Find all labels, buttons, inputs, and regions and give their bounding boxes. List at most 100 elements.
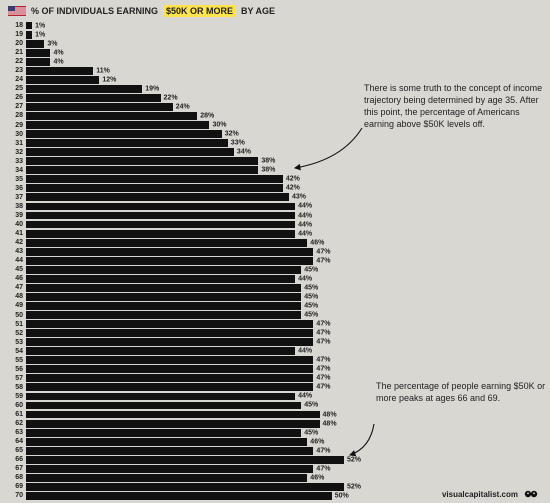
bar-row: 6446% xyxy=(8,437,348,446)
bar-track: 50% xyxy=(26,491,348,500)
age-label: 33 xyxy=(8,158,26,165)
bar-fill xyxy=(26,275,295,283)
bar-track: 1% xyxy=(26,21,348,30)
bar-row: 7050% xyxy=(8,491,348,500)
age-label: 48 xyxy=(8,293,26,300)
bar-row: 36 42% xyxy=(8,184,348,193)
bar-value-label: 28% xyxy=(200,112,214,119)
age-label: 30 xyxy=(8,131,26,138)
bar-row: 6747% xyxy=(8,464,348,473)
bar-value-label: 45% xyxy=(304,284,318,291)
bar-row: 6148% xyxy=(8,410,348,419)
age-label: 39 xyxy=(8,212,26,219)
age-label: 54 xyxy=(8,348,26,355)
bar-row: 4447% xyxy=(8,256,348,265)
age-label: 26 xyxy=(8,94,26,101)
bar-track: 47% xyxy=(26,356,348,365)
bar-value-label: 45% xyxy=(304,266,318,273)
bar-value-label: 32% xyxy=(225,131,239,138)
bar-track: 44% xyxy=(26,347,348,356)
bar-fill xyxy=(26,320,313,328)
bar-value-label: 50% xyxy=(335,492,349,499)
age-label: 21 xyxy=(8,49,26,56)
bar-fill xyxy=(26,103,173,111)
age-label: 46 xyxy=(8,275,26,282)
age-label: 61 xyxy=(8,411,26,418)
bar-track: 44% xyxy=(26,274,348,283)
bar-fill xyxy=(26,465,313,473)
age-label: 47 xyxy=(8,284,26,291)
bar-row: 5444% xyxy=(8,347,348,356)
bar-value-label: 24% xyxy=(176,103,190,110)
age-label: 62 xyxy=(8,420,26,427)
age-label: 25 xyxy=(8,85,26,92)
bar-fill xyxy=(26,374,313,382)
bar-track: 47% xyxy=(26,256,348,265)
bar-fill xyxy=(26,121,209,129)
bar-row: 5547% xyxy=(8,356,348,365)
bar-value-label: 46% xyxy=(310,438,324,445)
bar-row: 3234% xyxy=(8,148,348,157)
bar-track: 48% xyxy=(26,410,348,419)
age-label: 36 xyxy=(8,185,26,192)
age-label: 31 xyxy=(8,140,26,147)
bar-fill xyxy=(26,420,320,428)
bar-row: 6652% xyxy=(8,455,348,464)
bar-fill xyxy=(26,257,313,265)
us-flag-icon xyxy=(8,6,26,16)
bar-track: 45% xyxy=(26,311,348,320)
bar-row: 5147% xyxy=(8,320,348,329)
bar-track: 45% xyxy=(26,265,348,274)
bar-value-label: 52% xyxy=(347,483,361,490)
bar-track: 45% xyxy=(26,428,348,437)
bar-row: 214% xyxy=(8,48,348,57)
bar-value-label: 22% xyxy=(164,94,178,101)
age-label: 67 xyxy=(8,465,26,472)
bar-row: 24 12% xyxy=(8,75,348,84)
bar-row: 4347% xyxy=(8,247,348,256)
bar-value-label: 44% xyxy=(298,212,312,219)
bar-fill xyxy=(26,40,44,48)
bar-track: 47% xyxy=(26,320,348,329)
bar-row: 31 33% xyxy=(8,139,348,148)
bar-row: 4246% xyxy=(8,238,348,247)
bar-fill xyxy=(26,383,313,391)
bar-fill xyxy=(26,193,289,201)
bar-row: 3844% xyxy=(8,202,348,211)
bar-track: 45% xyxy=(26,401,348,410)
bar-row: 3438% xyxy=(8,166,348,175)
bar-fill xyxy=(26,94,161,102)
bar-value-label: 45% xyxy=(304,312,318,319)
bar-row: 191% xyxy=(8,30,348,39)
bar-row: 5045% xyxy=(8,311,348,320)
bar-row: 2828% xyxy=(8,111,348,120)
bar-fill xyxy=(26,266,301,274)
bar-value-label: 19% xyxy=(145,85,159,92)
title-suffix: BY AGE xyxy=(241,6,275,16)
bar-value-label: 34% xyxy=(237,149,251,156)
bar-row: 203% xyxy=(8,39,348,48)
bar-value-label: 44% xyxy=(298,203,312,210)
bar-track: 22% xyxy=(26,93,348,102)
bar-value-label: 1% xyxy=(35,22,45,29)
bar-track: 38% xyxy=(26,166,348,175)
bar-value-label: 12% xyxy=(102,76,116,83)
bar-fill xyxy=(26,130,222,138)
bar-value-label: 45% xyxy=(304,293,318,300)
bar-value-label: 30% xyxy=(212,122,226,129)
bar-fill xyxy=(26,230,295,238)
bar-fill xyxy=(26,58,50,66)
bar-value-label: 42% xyxy=(286,185,300,192)
bar-track: 47% xyxy=(26,247,348,256)
age-label: 24 xyxy=(8,76,26,83)
bar-fill xyxy=(26,302,301,310)
bar-fill xyxy=(26,393,295,401)
bar-fill xyxy=(26,483,344,491)
bar-fill xyxy=(26,411,320,419)
bar-track: 42% xyxy=(26,175,348,184)
bar-value-label: 46% xyxy=(310,239,324,246)
bar-track: 52% xyxy=(26,482,348,491)
bar-fill xyxy=(26,248,313,256)
age-label: 65 xyxy=(8,447,26,454)
bar-value-label: 33% xyxy=(231,140,245,147)
